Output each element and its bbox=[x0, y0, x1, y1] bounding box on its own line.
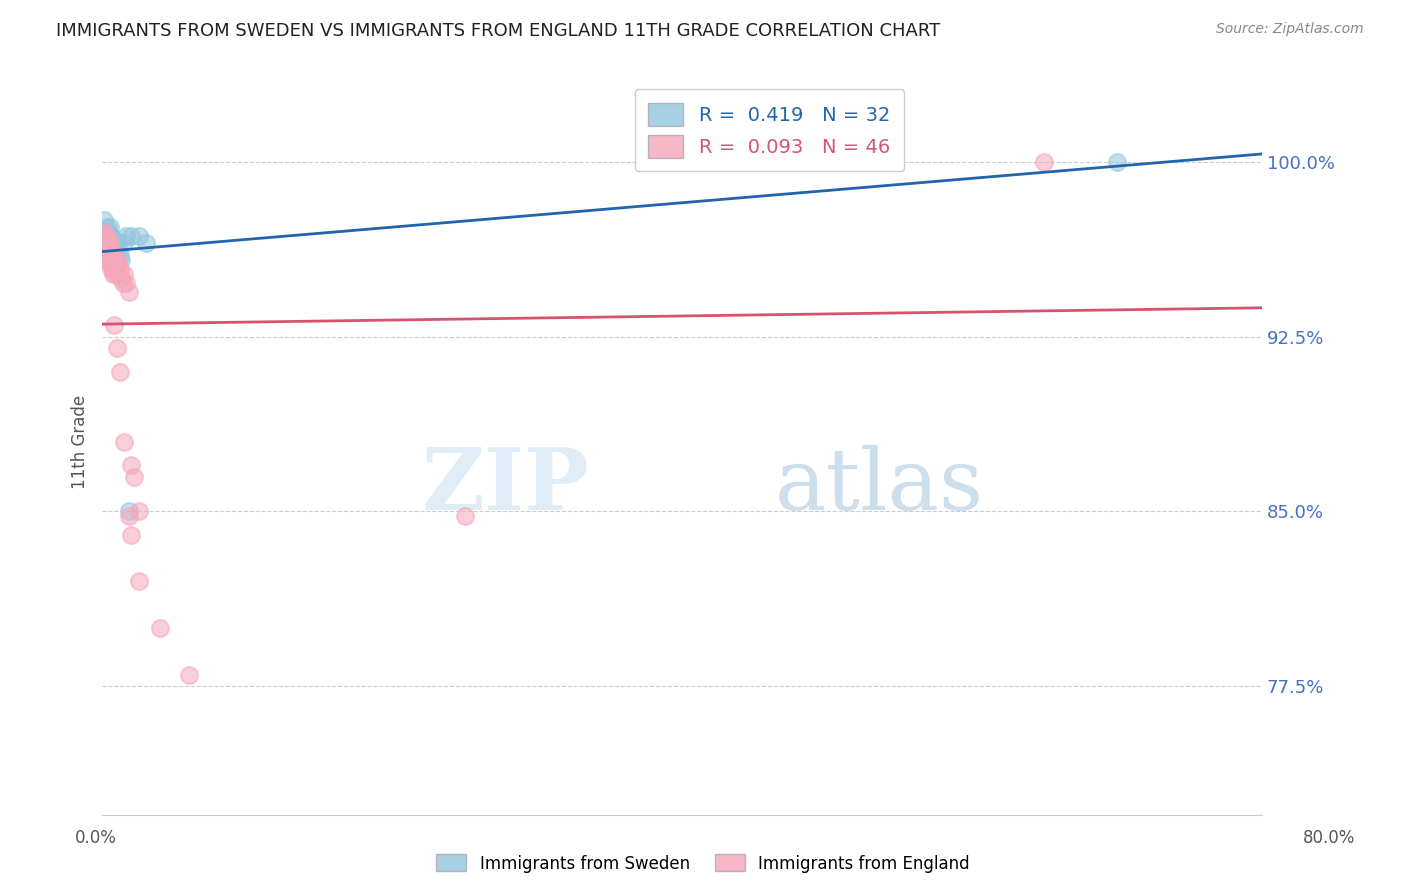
Point bbox=[94, 236, 117, 251]
Point bbox=[117, 509, 139, 524]
Point bbox=[93, 225, 115, 239]
Point bbox=[100, 238, 122, 252]
Point bbox=[105, 252, 128, 267]
Text: IMMIGRANTS FROM SWEDEN VS IMMIGRANTS FROM ENGLAND 11TH GRADE CORRELATION CHART: IMMIGRANTS FROM SWEDEN VS IMMIGRANTS FRO… bbox=[56, 22, 941, 40]
Text: ZIP: ZIP bbox=[422, 444, 589, 528]
Point bbox=[100, 252, 122, 267]
Point bbox=[101, 267, 124, 281]
Point bbox=[97, 244, 120, 258]
Point bbox=[128, 229, 150, 244]
Text: atlas: atlas bbox=[775, 445, 984, 528]
Point bbox=[103, 252, 125, 267]
Point bbox=[104, 244, 127, 258]
Point bbox=[98, 229, 121, 244]
Point bbox=[96, 229, 118, 244]
Point bbox=[98, 248, 121, 262]
Point bbox=[98, 236, 121, 251]
Point bbox=[105, 262, 128, 277]
Point bbox=[97, 241, 120, 255]
Point bbox=[107, 238, 129, 252]
Point bbox=[112, 434, 135, 449]
Point bbox=[124, 469, 146, 483]
Point bbox=[96, 252, 118, 267]
Point bbox=[120, 458, 142, 472]
Point bbox=[96, 236, 118, 251]
Point bbox=[101, 248, 124, 262]
Point bbox=[454, 509, 477, 524]
Y-axis label: 11th Grade: 11th Grade bbox=[72, 394, 89, 489]
Point bbox=[97, 252, 120, 267]
Point bbox=[103, 238, 125, 252]
Point bbox=[179, 667, 201, 681]
Point bbox=[101, 257, 124, 271]
Point bbox=[114, 276, 136, 290]
Point bbox=[94, 225, 117, 239]
Point bbox=[105, 248, 128, 262]
Legend: R =  0.419   N = 32, R =  0.093   N = 46: R = 0.419 N = 32, R = 0.093 N = 46 bbox=[634, 89, 904, 171]
Point bbox=[100, 248, 122, 262]
Point bbox=[107, 257, 129, 271]
Point bbox=[104, 257, 127, 271]
Point bbox=[101, 234, 124, 248]
Point bbox=[94, 229, 117, 244]
Point bbox=[120, 229, 142, 244]
Point bbox=[135, 236, 157, 251]
Point bbox=[100, 262, 122, 277]
Point bbox=[97, 236, 120, 251]
Point bbox=[104, 267, 127, 281]
Point bbox=[96, 236, 118, 251]
Text: 80.0%: 80.0% bbox=[1302, 829, 1355, 847]
Point bbox=[100, 244, 122, 258]
Point bbox=[96, 244, 118, 258]
Point bbox=[98, 257, 121, 271]
Point bbox=[108, 248, 131, 262]
Point bbox=[98, 238, 121, 252]
Point bbox=[96, 229, 118, 244]
Point bbox=[110, 271, 132, 285]
Point bbox=[97, 225, 120, 239]
Point bbox=[96, 220, 118, 235]
Point bbox=[110, 252, 132, 267]
Point bbox=[103, 318, 125, 332]
Point bbox=[105, 234, 128, 248]
Point bbox=[97, 234, 120, 248]
Point bbox=[108, 365, 131, 379]
Point bbox=[117, 285, 139, 300]
Point bbox=[103, 262, 125, 277]
Text: 0.0%: 0.0% bbox=[75, 829, 117, 847]
Point bbox=[149, 621, 172, 635]
Point bbox=[111, 276, 134, 290]
Legend: Immigrants from Sweden, Immigrants from England: Immigrants from Sweden, Immigrants from … bbox=[430, 847, 976, 880]
Point bbox=[93, 213, 115, 227]
Point bbox=[117, 504, 139, 518]
Text: Source: ZipAtlas.com: Source: ZipAtlas.com bbox=[1216, 22, 1364, 37]
Point bbox=[112, 267, 135, 281]
Point bbox=[108, 262, 131, 277]
Point bbox=[101, 244, 124, 258]
Point bbox=[1105, 154, 1128, 169]
Point bbox=[112, 236, 135, 251]
Point bbox=[120, 528, 142, 542]
Point bbox=[100, 229, 122, 244]
Point bbox=[128, 504, 150, 518]
Point bbox=[105, 341, 128, 355]
Point bbox=[114, 229, 136, 244]
Point bbox=[1033, 154, 1056, 169]
Point bbox=[128, 574, 150, 589]
Point bbox=[98, 220, 121, 235]
Point bbox=[103, 248, 125, 262]
Point bbox=[94, 229, 117, 244]
